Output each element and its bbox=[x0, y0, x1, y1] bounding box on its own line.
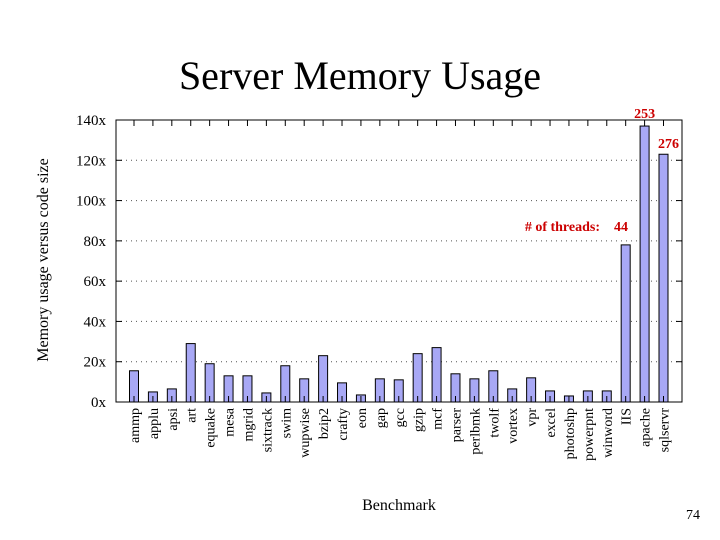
y-tick-label: 80x bbox=[84, 234, 107, 250]
x-tick-label-gzip: gzip bbox=[412, 408, 427, 432]
x-tick-label-mgrid: mgrid bbox=[241, 408, 256, 441]
x-tick-label-excel: excel bbox=[544, 408, 559, 438]
x-tick-label-twolf: twolf bbox=[487, 408, 502, 438]
x-tick-label-parser: parser bbox=[449, 408, 464, 443]
x-tick-label-apache: apache bbox=[639, 408, 654, 447]
x-tick-label-equake: equake bbox=[204, 408, 219, 448]
y-tick-labels: 0x 20x 40x 60x 80x 100x 120x 140x bbox=[76, 113, 107, 411]
y-tick-label: 100x bbox=[76, 194, 107, 210]
x-tick-label-mcf: mcf bbox=[431, 408, 446, 430]
thread-count-sqlservr: 276 bbox=[658, 137, 679, 152]
bar-art bbox=[185, 343, 196, 403]
slide-number: 74 bbox=[686, 508, 700, 523]
x-tick-label-powerpnt: powerpnt bbox=[582, 408, 597, 461]
x-tick-label-swim: swim bbox=[279, 408, 294, 438]
y-tick-label: 20x bbox=[84, 355, 107, 371]
y-axis-title: Memory usage versus code size bbox=[35, 158, 52, 362]
bar-bzip2 bbox=[318, 355, 329, 403]
y-tick-label: 120x bbox=[76, 153, 107, 169]
x-tick-label-ammp: ammp bbox=[128, 408, 143, 443]
grid-lines bbox=[116, 159, 682, 363]
x-tick-label-wupwise: wupwise bbox=[298, 408, 313, 458]
x-tick-label-vpr: vpr bbox=[525, 408, 540, 427]
axis-ticks bbox=[116, 119, 682, 403]
thread-count-caption: # of threads: bbox=[525, 220, 600, 235]
x-tick-label-apsi: apsi bbox=[166, 408, 181, 431]
y-tick-label: 40x bbox=[84, 314, 107, 330]
bars bbox=[129, 125, 669, 403]
y-tick-label: 60x bbox=[84, 274, 107, 290]
x-tick-labels: ammp applu apsi art equake mesa mgrid sixtrack s… bbox=[128, 407, 673, 461]
thread-count-apache: 253 bbox=[634, 107, 655, 122]
x-tick-label-crafty: crafty bbox=[336, 408, 351, 441]
x-tick-label-eon: eon bbox=[355, 408, 370, 428]
bar-gzip bbox=[412, 353, 423, 403]
bar-iis bbox=[620, 244, 631, 403]
x-tick-label-perlbmk: perlbmk bbox=[468, 408, 483, 455]
x-tick-label-applu: applu bbox=[147, 408, 162, 439]
thread-count-iis: 44 bbox=[614, 220, 628, 235]
x-tick-label-iis: IIS bbox=[620, 408, 635, 425]
x-tick-label-mesa: mesa bbox=[223, 407, 238, 437]
x-tick-label-gap: gap bbox=[374, 408, 389, 428]
x-tick-label-sixtrack: sixtrack bbox=[260, 408, 275, 452]
x-tick-label-photoshp: photoshp bbox=[563, 408, 578, 459]
plot-frame bbox=[115, 119, 683, 403]
x-tick-label-sqlservr: sqlservr bbox=[658, 408, 673, 453]
x-tick-label-art: art bbox=[185, 408, 200, 423]
bar-sqlservr bbox=[658, 153, 669, 403]
x-tick-label-bzip2: bzip2 bbox=[317, 408, 332, 439]
x-axis-title: Benchmark bbox=[362, 497, 436, 514]
y-tick-label: 0x bbox=[91, 395, 107, 411]
y-tick-label: 140x bbox=[76, 113, 107, 129]
x-tick-label-winword: winword bbox=[601, 408, 616, 458]
bar-apache bbox=[639, 125, 650, 403]
x-tick-label-gcc: gcc bbox=[393, 408, 408, 427]
bar-mcf bbox=[431, 347, 442, 403]
x-tick-label-vortex: vortex bbox=[506, 408, 521, 444]
slide-title: Server Memory Usage bbox=[178, 53, 542, 98]
